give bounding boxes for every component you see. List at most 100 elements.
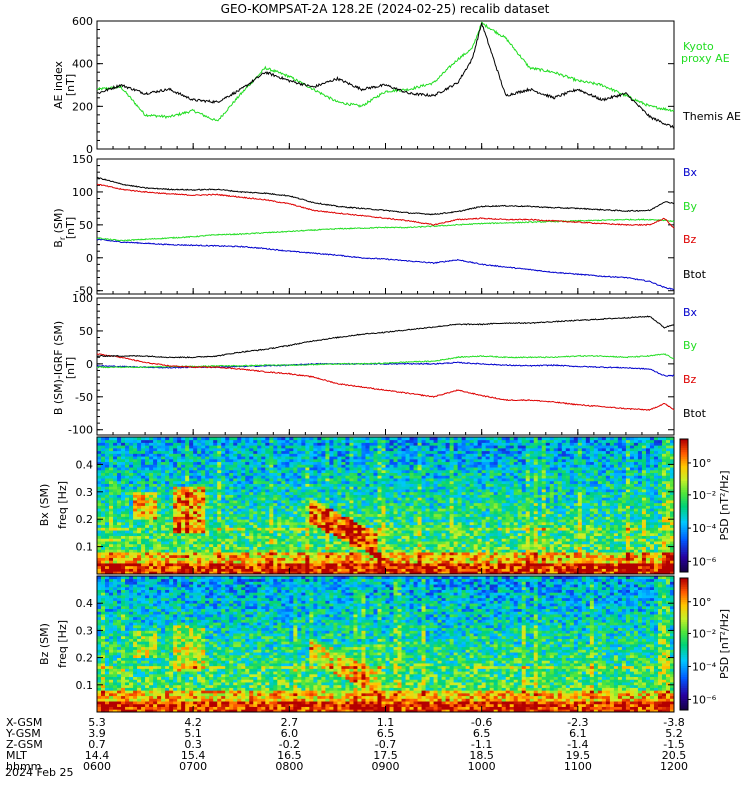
spec-cell — [257, 486, 262, 490]
spec-cell — [217, 445, 222, 449]
spec-cell — [233, 508, 238, 512]
spec-cell — [233, 521, 238, 526]
spec-cell — [373, 530, 378, 534]
spec-cell — [189, 447, 194, 452]
spec-cell — [125, 521, 130, 526]
spec-cell — [165, 500, 170, 504]
spec-cell — [101, 445, 106, 449]
spec-cell — [249, 472, 254, 476]
spec-cell — [357, 510, 362, 515]
spec-cell — [137, 535, 142, 539]
spec-cell — [401, 560, 406, 564]
spec-cell — [301, 527, 306, 531]
spec-cell — [445, 467, 451, 471]
spec-cell — [409, 554, 414, 558]
spec-cell — [205, 527, 210, 531]
spec-cell — [213, 554, 218, 558]
spec-cell — [177, 571, 182, 575]
spec-cell — [249, 557, 254, 561]
spec-cell — [261, 486, 266, 490]
spec-cell — [161, 565, 166, 569]
spec-cell — [181, 439, 186, 443]
spec-cell — [237, 505, 242, 509]
spec-cell — [381, 513, 386, 517]
spec-cell — [277, 494, 282, 498]
spec-cell — [181, 458, 186, 463]
spec-cell — [257, 439, 262, 443]
spec-cell — [421, 530, 426, 534]
spec-cell — [337, 505, 342, 509]
spec-cell — [277, 497, 282, 501]
spec-cell — [289, 538, 294, 542]
spec-cell — [437, 541, 442, 545]
spec-cell — [205, 557, 210, 561]
spec-cell — [141, 530, 146, 534]
spec-cell — [321, 532, 326, 537]
spec-cell — [145, 447, 150, 452]
spec-cell — [469, 510, 475, 515]
spec-cell — [377, 464, 382, 468]
spec-cell — [129, 532, 134, 537]
spec-cell — [397, 508, 402, 512]
spec-cell — [365, 543, 370, 547]
spec-cell — [217, 500, 222, 504]
spec-cell — [257, 521, 262, 526]
spec-cell — [189, 560, 194, 564]
spec-cell — [97, 568, 102, 572]
spec-cell — [229, 568, 234, 572]
spec-cell — [449, 530, 455, 534]
spec-cell — [281, 469, 286, 474]
spec-cell — [153, 543, 158, 547]
spec-cell — [109, 552, 114, 556]
spec-cell — [329, 527, 334, 531]
spec-cell — [241, 480, 246, 484]
spec-cell — [265, 538, 270, 542]
spec-cell — [165, 546, 170, 550]
spec-cell — [165, 549, 170, 553]
spec-cell — [189, 571, 194, 575]
spec-cell — [177, 510, 182, 515]
spec-cell — [109, 521, 114, 526]
spec-cell — [137, 521, 142, 526]
spec-cell — [233, 442, 238, 446]
spec-cell — [441, 538, 447, 542]
spec-cell — [249, 502, 254, 506]
spec-cell — [177, 508, 182, 512]
spec-cell — [241, 513, 246, 517]
spec-cell — [333, 527, 338, 531]
spec-cell — [205, 500, 210, 504]
spec-cell — [161, 491, 166, 495]
spec-cell — [433, 483, 438, 487]
spec-cell — [309, 489, 314, 493]
spec-cell — [405, 535, 410, 539]
spec-cell — [361, 549, 366, 553]
spec-cell — [405, 554, 410, 558]
spec-cell — [337, 557, 342, 561]
spec-cell — [105, 453, 110, 457]
spec-cell — [253, 532, 258, 537]
spec-cell — [329, 467, 334, 471]
spec-cell — [449, 513, 455, 517]
spec-cell — [269, 447, 274, 452]
spec-cell — [309, 491, 314, 495]
spec-cell — [341, 478, 346, 482]
spec-cell — [289, 483, 294, 487]
spec-cell — [325, 475, 330, 479]
spec-cell — [353, 469, 358, 474]
spec-cell — [209, 552, 214, 556]
spec-cell — [413, 489, 418, 493]
spec-cell — [357, 524, 362, 528]
spec-cell — [117, 532, 122, 537]
spec-cell — [137, 475, 142, 479]
spec-cell — [337, 521, 342, 526]
spec-cell — [221, 532, 226, 537]
spec-cell — [345, 456, 350, 460]
spec-cell — [105, 502, 110, 506]
spec-cell — [365, 442, 370, 446]
spec-cell — [173, 447, 178, 452]
spec-cell — [285, 450, 290, 454]
spec-cell — [349, 530, 354, 534]
spec-cell — [281, 461, 286, 465]
spec-cell — [197, 450, 202, 454]
spec-cell — [309, 560, 314, 564]
